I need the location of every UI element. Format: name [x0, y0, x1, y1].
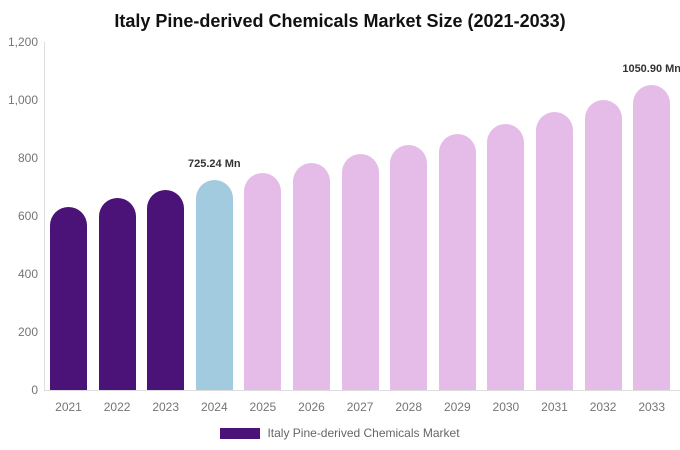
bar-2022[interactable] [98, 198, 136, 390]
x-tick-label-2029: 2029 [443, 400, 471, 414]
x-tick-label-2031: 2031 [541, 400, 568, 414]
bar-2023[interactable] [147, 190, 185, 390]
y-tick-label: 600 [17, 209, 38, 223]
legend[interactable]: Italy Pine-derived Chemicals Market [0, 426, 680, 440]
x-axis-line [44, 390, 680, 391]
x-tick-label-2023: 2023 [152, 400, 180, 414]
bar-2030[interactable] [487, 123, 525, 390]
bar-2028[interactable] [390, 144, 428, 390]
x-tick-label-2026: 2026 [298, 400, 325, 414]
data-label-2024: 725.24 Mn [188, 157, 241, 170]
x-tick-label-2032: 2032 [589, 400, 617, 414]
bar-2025[interactable] [244, 172, 282, 390]
y-tick-label: 200 [17, 325, 38, 339]
y-tick-label: 800 [17, 151, 38, 165]
bar-2024[interactable] [195, 179, 233, 390]
y-tick-label: 1,200 [7, 35, 38, 49]
y-tick-label: 0 [31, 383, 38, 397]
chart-title: Italy Pine-derived Chemicals Market Size… [114, 11, 566, 31]
data-label-2033: 1050.90 Mn [622, 63, 680, 76]
y-tick-label: 1,000 [7, 93, 38, 107]
x-tick-label-2021: 2021 [55, 400, 82, 414]
bar-2021[interactable] [50, 206, 87, 390]
bar-2026[interactable] [293, 162, 330, 390]
x-tick-label-2028: 2028 [395, 400, 423, 414]
y-axis-line [44, 42, 45, 390]
x-tick-label-2024: 2024 [200, 400, 228, 414]
bar-2027[interactable] [341, 153, 379, 390]
bar-2031[interactable] [536, 112, 573, 390]
x-tick-label-2022: 2022 [103, 400, 131, 414]
x-tick-label-2027: 2027 [346, 400, 374, 414]
bar-2033[interactable] [633, 85, 671, 390]
y-tick-label: 400 [17, 267, 38, 281]
bar-2032[interactable] [584, 100, 622, 390]
x-tick-label-2030: 2030 [492, 400, 520, 414]
x-tick-label-2025: 2025 [249, 400, 277, 414]
legend-label: Italy Pine-derived Chemicals Market [267, 426, 460, 440]
x-tick-label-2033: 2033 [638, 400, 666, 414]
legend-swatch [220, 427, 261, 439]
bar-2029[interactable] [438, 134, 476, 390]
